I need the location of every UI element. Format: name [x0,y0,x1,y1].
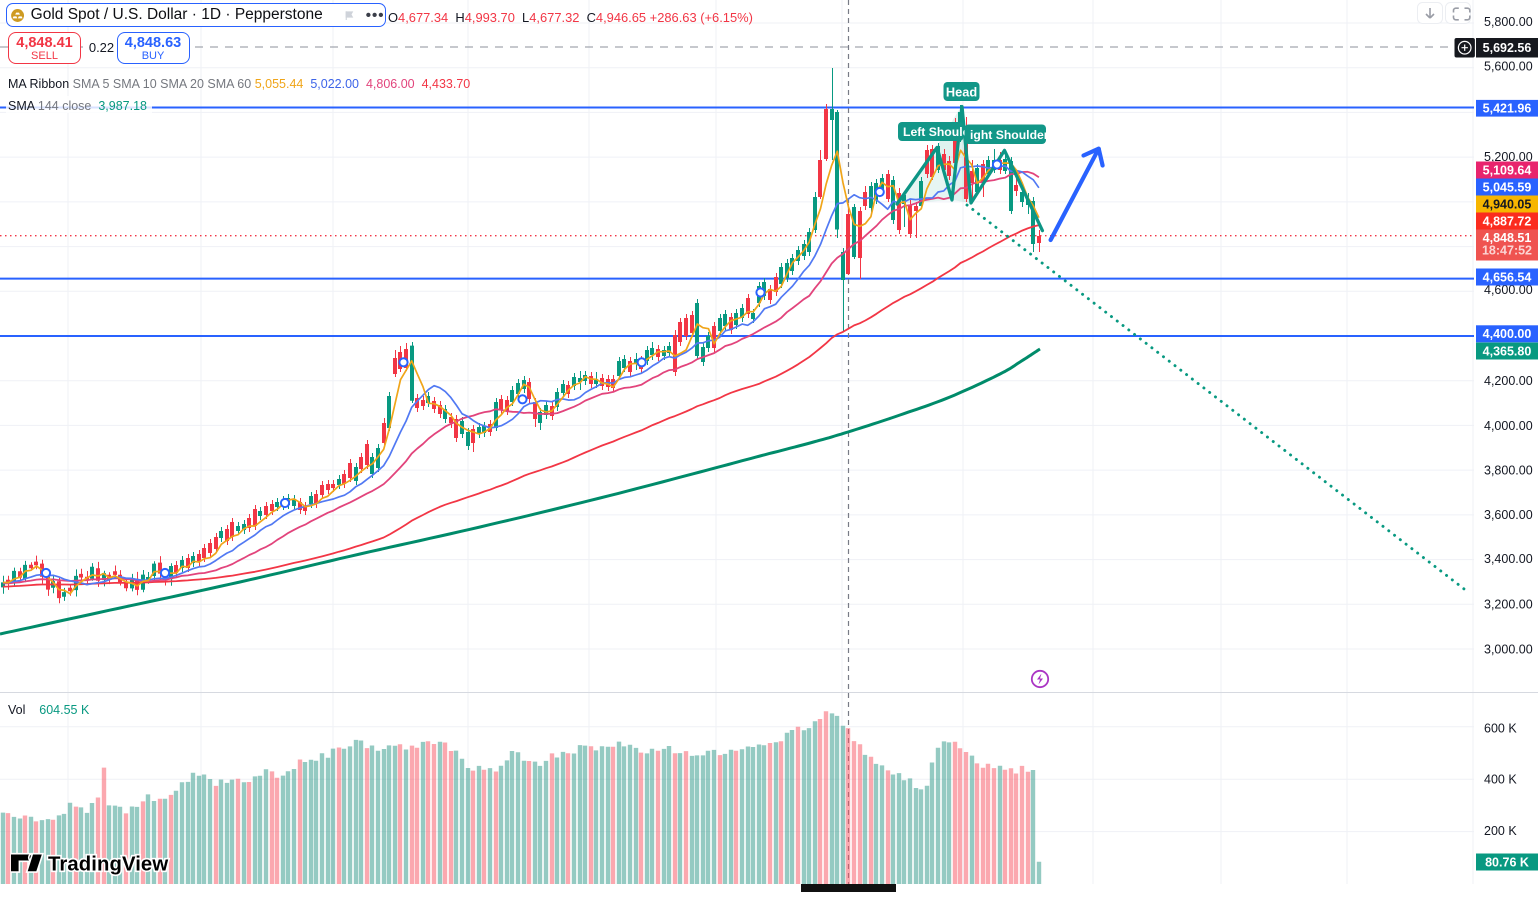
svg-text:4,656.54: 4,656.54 [1483,270,1532,284]
svg-text:3,800.00: 3,800.00 [1484,464,1533,478]
svg-text:200 K: 200 K [1484,824,1517,838]
svg-text:4,940.05: 4,940.05 [1483,197,1532,211]
svg-text:5,200.00: 5,200.00 [1484,150,1533,164]
svg-text:3,000.00: 3,000.00 [1484,642,1533,656]
svg-text:5,692.56: 5,692.56 [1483,41,1532,55]
svg-text:TradingView: TradingView [48,854,168,876]
svg-text:80.76 K: 80.76 K [1485,855,1529,869]
svg-text:5,600.00: 5,600.00 [1484,60,1533,74]
svg-text:Head: Head [946,84,977,99]
svg-text:5,109.64: 5,109.64 [1483,163,1532,177]
svg-text:5,421.96: 5,421.96 [1483,102,1532,116]
svg-text:3,600.00: 3,600.00 [1484,508,1533,522]
svg-text:4,000.00: 4,000.00 [1484,419,1533,433]
svg-text:Left Shoulc: Left Shoulc [903,125,970,139]
svg-text:3,400.00: 3,400.00 [1484,552,1533,566]
svg-text:4,365.80: 4,365.80 [1483,344,1532,358]
svg-text:4,887.72: 4,887.72 [1483,214,1532,228]
svg-text:600 K: 600 K [1484,722,1517,736]
svg-text:18:47:52: 18:47:52 [1482,243,1532,257]
svg-text:5,045.59: 5,045.59 [1483,180,1532,194]
svg-text:4,400.00: 4,400.00 [1483,327,1532,341]
svg-text:4,200.00: 4,200.00 [1484,374,1533,388]
svg-text:3,200.00: 3,200.00 [1484,598,1533,612]
svg-text:400 K: 400 K [1484,773,1517,787]
svg-text:4,600.00: 4,600.00 [1484,283,1533,297]
svg-text:5,800.00: 5,800.00 [1484,15,1533,29]
svg-text:4,848.51: 4,848.51 [1483,231,1532,245]
svg-text:ight Shoulder: ight Shoulder [970,128,1049,142]
